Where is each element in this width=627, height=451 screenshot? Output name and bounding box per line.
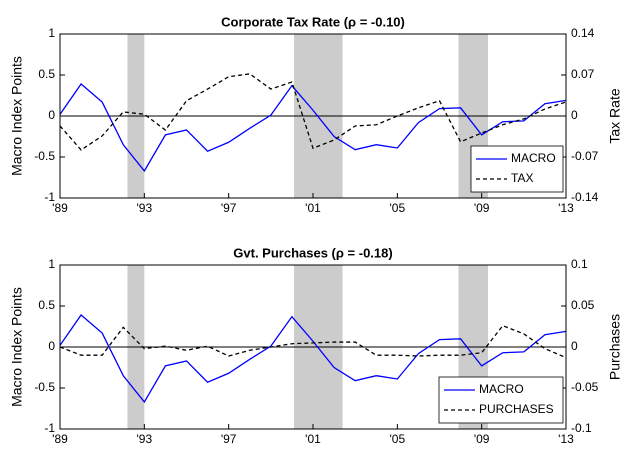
y2-tick-label: 0.07 [571,67,595,81]
legend-label: MACRO [479,382,524,396]
y-tick-label: 0 [48,108,55,122]
legend: MACRO PURCHASES [438,376,564,424]
series-line [59,83,567,173]
series-line [59,324,567,359]
chart-title: Gvt. Purchases (ρ = -0.18) [233,245,392,260]
y-tick-label: -1 [44,421,55,435]
y2-tick-label: 0 [571,339,578,353]
y-tick-label: 0 [48,339,55,353]
y-axis-label: Macro Index Points [9,56,25,176]
y-tick-label: 0.5 [38,298,55,312]
y2-tick-label: 0.1 [571,257,588,271]
y-tick-label: 1 [48,257,55,271]
x-tick-label: '05 [390,201,406,215]
x-tick-label: '13 [558,432,574,446]
x-tick-label: '09 [474,432,490,446]
x-tick-label: '01 [305,432,321,446]
y2-axis-label: Purchases [607,314,623,380]
y-tick-label: 0.5 [38,67,55,81]
x-tick-label: '93 [137,201,153,215]
legend-box [438,376,564,424]
series-line [59,314,567,404]
y-tick-label: -0.5 [34,149,55,163]
y2-tick-label: -0.1 [571,421,592,435]
y2-tick-label: 0 [571,108,578,122]
chart-title: Corporate Tax Rate (ρ = -0.10) [221,14,405,29]
y2-tick-label: 0.05 [571,298,595,312]
x-tick-label: '01 [305,201,321,215]
y-tick-label: 1 [48,26,55,40]
x-tick-label: '97 [221,201,237,215]
legend-label: MACRO [511,151,556,165]
y-axis-label: Macro Index Points [9,287,25,407]
legend: MACRO TAX [470,145,564,193]
series-line [59,73,567,151]
y2-tick-label: 0.14 [571,26,595,40]
legend-label: TAX [511,171,533,185]
y2-axis-label: Tax Rate [607,88,623,143]
y-tick-label: -0.5 [34,380,55,394]
x-tick-label: '93 [137,432,153,446]
x-tick-label: '89 [52,201,68,215]
subplot: -1 -0.5 0 0.5 1 -0.14 -0.07 0 0.07 0.14 '89 '93 '97 '… [9,14,623,215]
legend-box [470,145,564,193]
y2-tick-label: -0.07 [571,149,599,163]
x-tick-label: '13 [558,201,574,215]
x-tick-label: '05 [390,432,406,446]
x-tick-label: '89 [52,432,68,446]
y2-tick-label: -0.14 [571,190,599,204]
subplot: -1 -0.5 0 0.5 1 -0.1 -0.05 0 0.05 0.1 '89 '93 '97 '01… [9,245,623,446]
y2-tick-label: -0.05 [571,380,599,394]
x-tick-label: '97 [221,432,237,446]
legend-label: PURCHASES [479,402,554,416]
x-tick-label: '09 [474,201,490,215]
y-tick-label: -1 [44,190,55,204]
